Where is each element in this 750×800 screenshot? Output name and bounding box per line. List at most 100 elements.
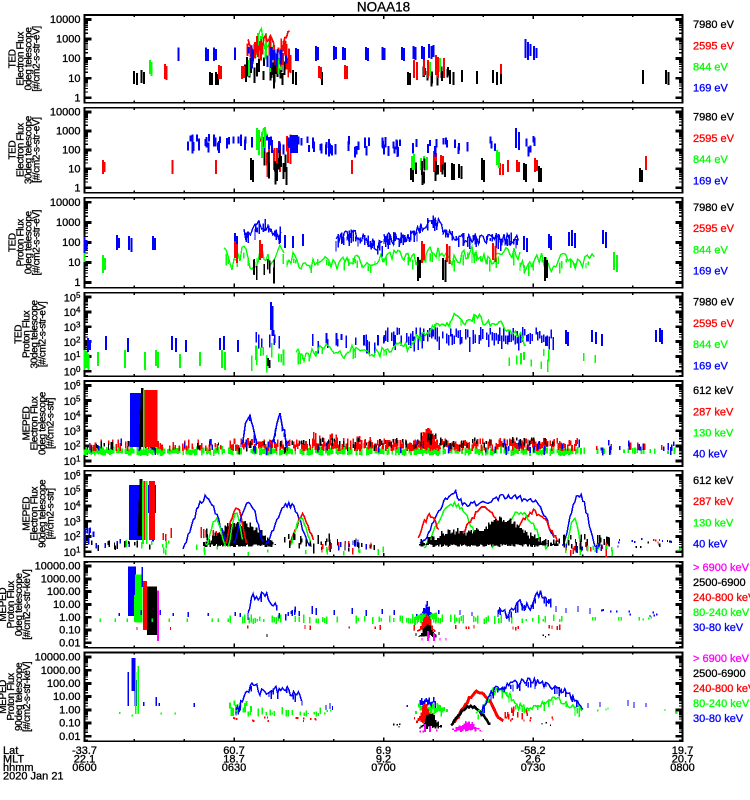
svg-text:[#/cm2-s-str]: [#/cm2-s-str] (46, 397, 57, 449)
svg-text:1000.00: 1000.00 (41, 665, 81, 677)
svg-text:0.10: 0.10 (59, 718, 80, 730)
svg-text:0600: 0600 (72, 762, 96, 774)
svg-text:Electron Flux: Electron Flux (30, 487, 41, 541)
svg-text:[#/cm2-s-str-keV]: [#/cm2-s-str-keV] (22, 661, 33, 732)
svg-text:6.9: 6.9 (376, 745, 391, 757)
svg-text:240-800 keV: 240-800 keV (693, 592, 750, 604)
svg-text:Proton Flux: Proton Flux (6, 581, 17, 629)
svg-text:[#/cm2-s-str-eV]: [#/cm2-s-str-eV] (32, 117, 43, 183)
svg-text:7980 eV: 7980 eV (693, 202, 735, 214)
svg-text:100: 100 (62, 53, 80, 65)
svg-text:> 6900 keV: > 6900 keV (693, 653, 750, 665)
svg-text:[#/cm2-s-str-eV]: [#/cm2-s-str-eV] (38, 301, 49, 367)
svg-text:Proton Flux: Proton Flux (6, 673, 17, 721)
svg-text:Electron Flux: Electron Flux (30, 396, 41, 450)
svg-text:1: 1 (74, 277, 80, 289)
svg-text:hhmm: hhmm (3, 762, 34, 774)
svg-text:TED: TED (8, 140, 19, 159)
svg-text:1000.00: 1000.00 (41, 574, 81, 586)
svg-text:[#/cm2-s-str-keV]: [#/cm2-s-str-keV] (22, 569, 33, 640)
svg-text:30-80 keV: 30-80 keV (693, 622, 744, 634)
svg-text:[#/cm2-s-str-eV]: [#/cm2-s-str-eV] (32, 209, 43, 275)
svg-text:[#/cm2-s-str-eV]: [#/cm2-s-str-eV] (32, 26, 43, 92)
svg-text:2.6: 2.6 (525, 754, 540, 766)
svg-text:90deg telescope: 90deg telescope (38, 479, 49, 548)
svg-text:> 6900 keV: > 6900 keV (693, 562, 750, 574)
svg-text:612 keV: 612 keV (693, 385, 734, 397)
svg-text:Proton Flux: Proton Flux (22, 310, 33, 358)
svg-text:0630: 0630 (222, 762, 246, 774)
svg-text:MEPED: MEPED (22, 406, 33, 440)
svg-text:0800: 0800 (670, 762, 694, 774)
svg-text:10000: 10000 (50, 107, 81, 119)
svg-text:0700: 0700 (371, 762, 395, 774)
svg-text:130 keV: 130 keV (693, 428, 734, 440)
svg-text:10000.00: 10000.00 (35, 652, 81, 664)
svg-text:100: 100 (62, 237, 80, 249)
svg-text:1.00: 1.00 (59, 705, 80, 717)
svg-text:18.7: 18.7 (223, 754, 244, 766)
svg-text:2595 eV: 2595 eV (693, 40, 735, 52)
svg-text:106: 106 (64, 379, 81, 393)
svg-text:0deg telescope: 0deg telescope (38, 391, 49, 455)
svg-text:844 eV: 844 eV (693, 62, 729, 74)
svg-text:0deg telescope: 0deg telescope (24, 27, 35, 91)
svg-text:10000: 10000 (50, 197, 81, 209)
svg-text:130 keV: 130 keV (693, 517, 734, 529)
svg-text:844 eV: 844 eV (693, 154, 729, 166)
svg-text:844 eV: 844 eV (693, 339, 729, 351)
svg-text:[#/cm2-s-str]: [#/cm2-s-str] (46, 488, 57, 540)
svg-text:90deg telescope: 90deg telescope (14, 662, 25, 731)
svg-text:1.00: 1.00 (59, 612, 80, 624)
svg-text:MEPED: MEPED (0, 588, 9, 622)
svg-text:0.01: 0.01 (59, 637, 80, 649)
svg-text:10000: 10000 (50, 14, 81, 26)
svg-text:100.00: 100.00 (47, 678, 81, 690)
svg-text:60.7: 60.7 (223, 745, 244, 757)
svg-text:10: 10 (68, 73, 80, 85)
svg-text:30deg telescope: 30deg telescope (30, 300, 41, 369)
svg-text:80-240 keV: 80-240 keV (693, 698, 750, 710)
svg-text:20.7: 20.7 (672, 754, 693, 766)
svg-text:100.00: 100.00 (47, 586, 81, 598)
svg-text:30deg telescope: 30deg telescope (24, 115, 35, 184)
svg-text:0deg telescope: 0deg telescope (14, 572, 25, 636)
svg-text:287 keV: 287 keV (693, 406, 734, 418)
svg-text:-58.2: -58.2 (520, 745, 545, 757)
svg-text:Electron Flux: Electron Flux (16, 123, 27, 177)
svg-text:169 eV: 169 eV (693, 83, 729, 95)
svg-text:2500-6900: 2500-6900 (693, 668, 746, 680)
svg-text:30-80 keV: 30-80 keV (693, 713, 744, 725)
svg-text:10: 10 (68, 163, 80, 175)
svg-text:Proton Flux: Proton Flux (16, 219, 27, 267)
svg-text:104: 104 (64, 500, 81, 513)
svg-text:10: 10 (68, 257, 80, 269)
svg-text:2595 eV: 2595 eV (693, 223, 735, 235)
svg-text:MLT: MLT (3, 754, 24, 766)
svg-text:0deg telescope: 0deg telescope (24, 210, 35, 274)
svg-text:287 keV: 287 keV (693, 496, 734, 508)
svg-text:TED: TED (8, 49, 19, 68)
svg-text:169 eV: 169 eV (693, 175, 729, 187)
svg-text:0.10: 0.10 (59, 625, 80, 637)
svg-text:NOAA18: NOAA18 (357, 0, 410, 15)
svg-text:2595 eV: 2595 eV (693, 133, 735, 145)
svg-text:7980 eV: 7980 eV (693, 112, 735, 124)
svg-text:100: 100 (62, 145, 80, 157)
svg-text:10.00: 10.00 (53, 691, 81, 703)
svg-text:7980 eV: 7980 eV (693, 297, 735, 309)
svg-text:1000: 1000 (56, 217, 80, 229)
svg-text:1000: 1000 (56, 126, 80, 138)
svg-text:169 eV: 169 eV (693, 266, 729, 278)
svg-text:MEPED: MEPED (0, 680, 9, 714)
svg-text:MEPED: MEPED (22, 497, 33, 531)
svg-text:2500-6900: 2500-6900 (693, 577, 746, 589)
svg-text:40 keV: 40 keV (693, 449, 728, 461)
svg-text:104: 104 (64, 409, 81, 423)
svg-text:240-800 keV: 240-800 keV (693, 683, 750, 695)
svg-text:10.00: 10.00 (53, 599, 81, 611)
svg-text:1: 1 (74, 92, 80, 104)
svg-text:2020 Jan 21: 2020 Jan 21 (3, 771, 64, 783)
svg-text:612 keV: 612 keV (693, 475, 734, 487)
svg-text:1: 1 (74, 182, 80, 194)
